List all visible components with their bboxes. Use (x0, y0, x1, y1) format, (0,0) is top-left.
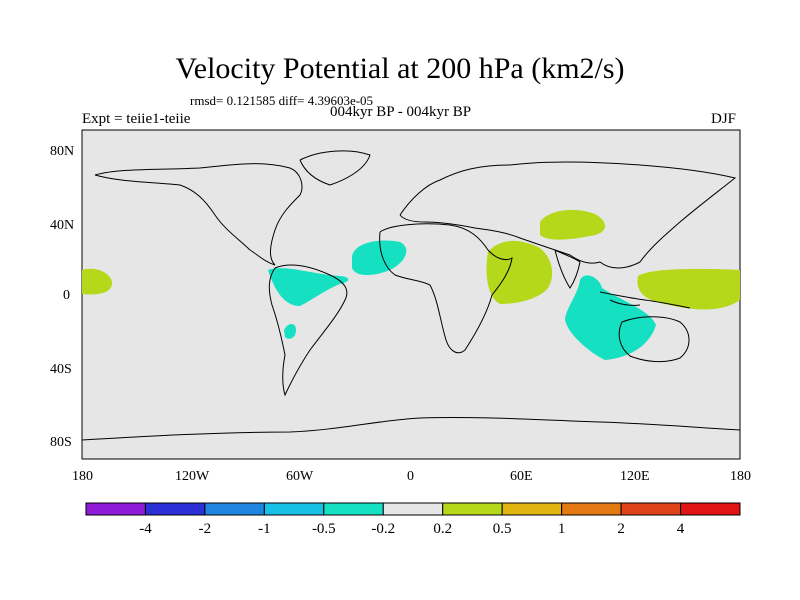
negative-region-south-america (284, 324, 296, 339)
negative-region-amazon (268, 268, 349, 306)
colorbar-label: -0.2 (371, 521, 395, 537)
colorbar-swatch-0 (85, 502, 146, 516)
experiment-label: Expt = teiie1-teiie (82, 111, 191, 127)
colorbar-swatch-7 (501, 502, 563, 516)
positive-region-africa (486, 240, 553, 304)
stats-label: rmsd= 0.121585 diff= 4.39603e-05 (190, 93, 374, 108)
lon-label-60e: 60E (510, 469, 533, 484)
colorbar-label: 4 (677, 521, 685, 537)
longitude-axis: 180 120W 60W 0 60E 120E 180 (72, 469, 751, 484)
anomaly-fills (82, 209, 740, 360)
lon-label-60w: 60W (286, 469, 314, 484)
colorbar-label: -1 (258, 521, 271, 537)
colorbar-swatch-9 (620, 502, 682, 516)
positive-region-asia (540, 209, 606, 240)
lat-label-eq: 0 (63, 288, 70, 303)
positive-region-pacific (637, 268, 740, 310)
coast-australia (618, 316, 690, 363)
lat-label-80n: 80N (50, 144, 74, 159)
lon-label-180w: 180 (72, 469, 93, 484)
coast-india (554, 249, 581, 289)
map-title: Velocity Potential at 200 hPa (km2/s) (175, 52, 625, 85)
latitude-axis: 80N 40N 0 40S 80S (50, 144, 74, 450)
lon-label-120e: 120E (620, 469, 650, 484)
map-background (81, 129, 741, 460)
colorbar-label: -0.5 (312, 521, 336, 537)
coast-north-america (94, 163, 303, 266)
lat-label-40n: 40N (50, 218, 74, 233)
period-label: 004kyr BP - 004kyr BP (330, 104, 472, 120)
colorbar-label: -4 (139, 521, 152, 537)
colorbar-label: -2 (199, 521, 212, 537)
coast-indonesia (599, 291, 691, 309)
lon-label-120w: 120W (175, 469, 210, 484)
coast-eurasia (399, 161, 737, 269)
colorbar-label: 0.2 (433, 521, 452, 537)
lon-label-180e: 180 (730, 469, 751, 484)
coastlines (81, 150, 741, 441)
coast-south-america (268, 264, 348, 397)
colorbar-swatch-8 (561, 502, 622, 516)
colorbar-label: 1 (558, 521, 566, 537)
lat-label-80s: 80S (50, 435, 72, 450)
colorbar-swatch-6 (442, 502, 503, 516)
colorbar-swatch-1 (144, 502, 206, 516)
lon-label-0: 0 (407, 469, 414, 484)
colorbar-label: 0.5 (493, 521, 512, 537)
colorbar-swatch-4 (323, 502, 384, 516)
positive-region-dateline (82, 268, 113, 295)
coast-antarctica (81, 416, 741, 441)
colorbar-swatch-3 (263, 502, 325, 516)
coast-greenland (299, 150, 371, 186)
season-label: DJF (711, 111, 737, 127)
negative-region-atlantic (352, 240, 407, 275)
colorbar-swatch-10 (680, 502, 741, 516)
colorbar-label: 2 (617, 521, 625, 537)
colorbar-swatch-5 (382, 502, 444, 516)
colorbar-swatch-2 (204, 502, 265, 516)
coast-africa (379, 223, 513, 354)
negative-region-indian-ocean (565, 275, 656, 360)
lat-label-40s: 40S (50, 362, 72, 377)
